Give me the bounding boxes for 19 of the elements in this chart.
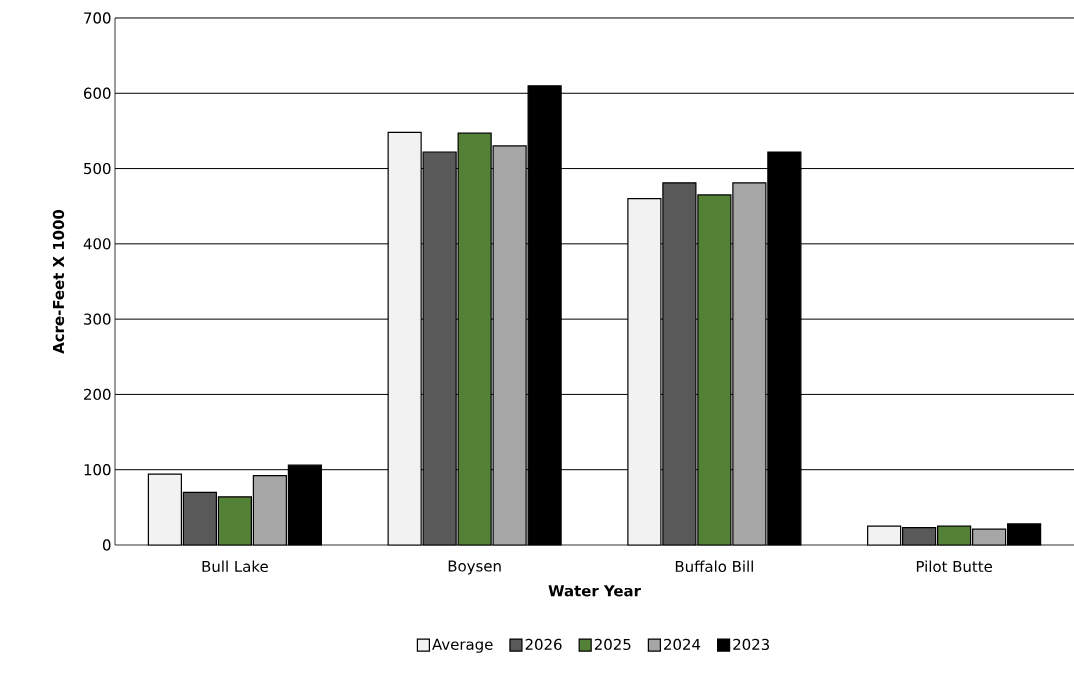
y-tick-label: 500 — [84, 162, 111, 175]
legend-label: 2024 — [664, 638, 701, 651]
legend-label: 2026 — [525, 638, 562, 651]
legend-label: 2023 — [733, 638, 770, 651]
x-axis-title: Water Year — [548, 585, 641, 597]
legend-label: Average — [432, 638, 493, 653]
y-tick-label: 300 — [84, 313, 111, 325]
x-tick-label: Buffalo Bill — [675, 560, 753, 573]
y-tick-label: 100 — [84, 464, 111, 476]
x-tick-label: Boysen — [448, 560, 501, 575]
x-tick-label: Bull Lake — [202, 560, 268, 573]
legend-label: 2025 — [594, 638, 631, 651]
x-tick-label: Pilot Butte — [916, 560, 993, 573]
y-tick-label: 400 — [83, 238, 111, 250]
y-tick-label: 0 — [102, 539, 111, 551]
y-axis-title: Acre-Feet X 1000 — [52, 209, 65, 354]
y-tick-label: 600 — [84, 87, 111, 99]
y-tick-label: 200 — [84, 388, 111, 401]
y-tick-label: 700 — [84, 12, 111, 24]
